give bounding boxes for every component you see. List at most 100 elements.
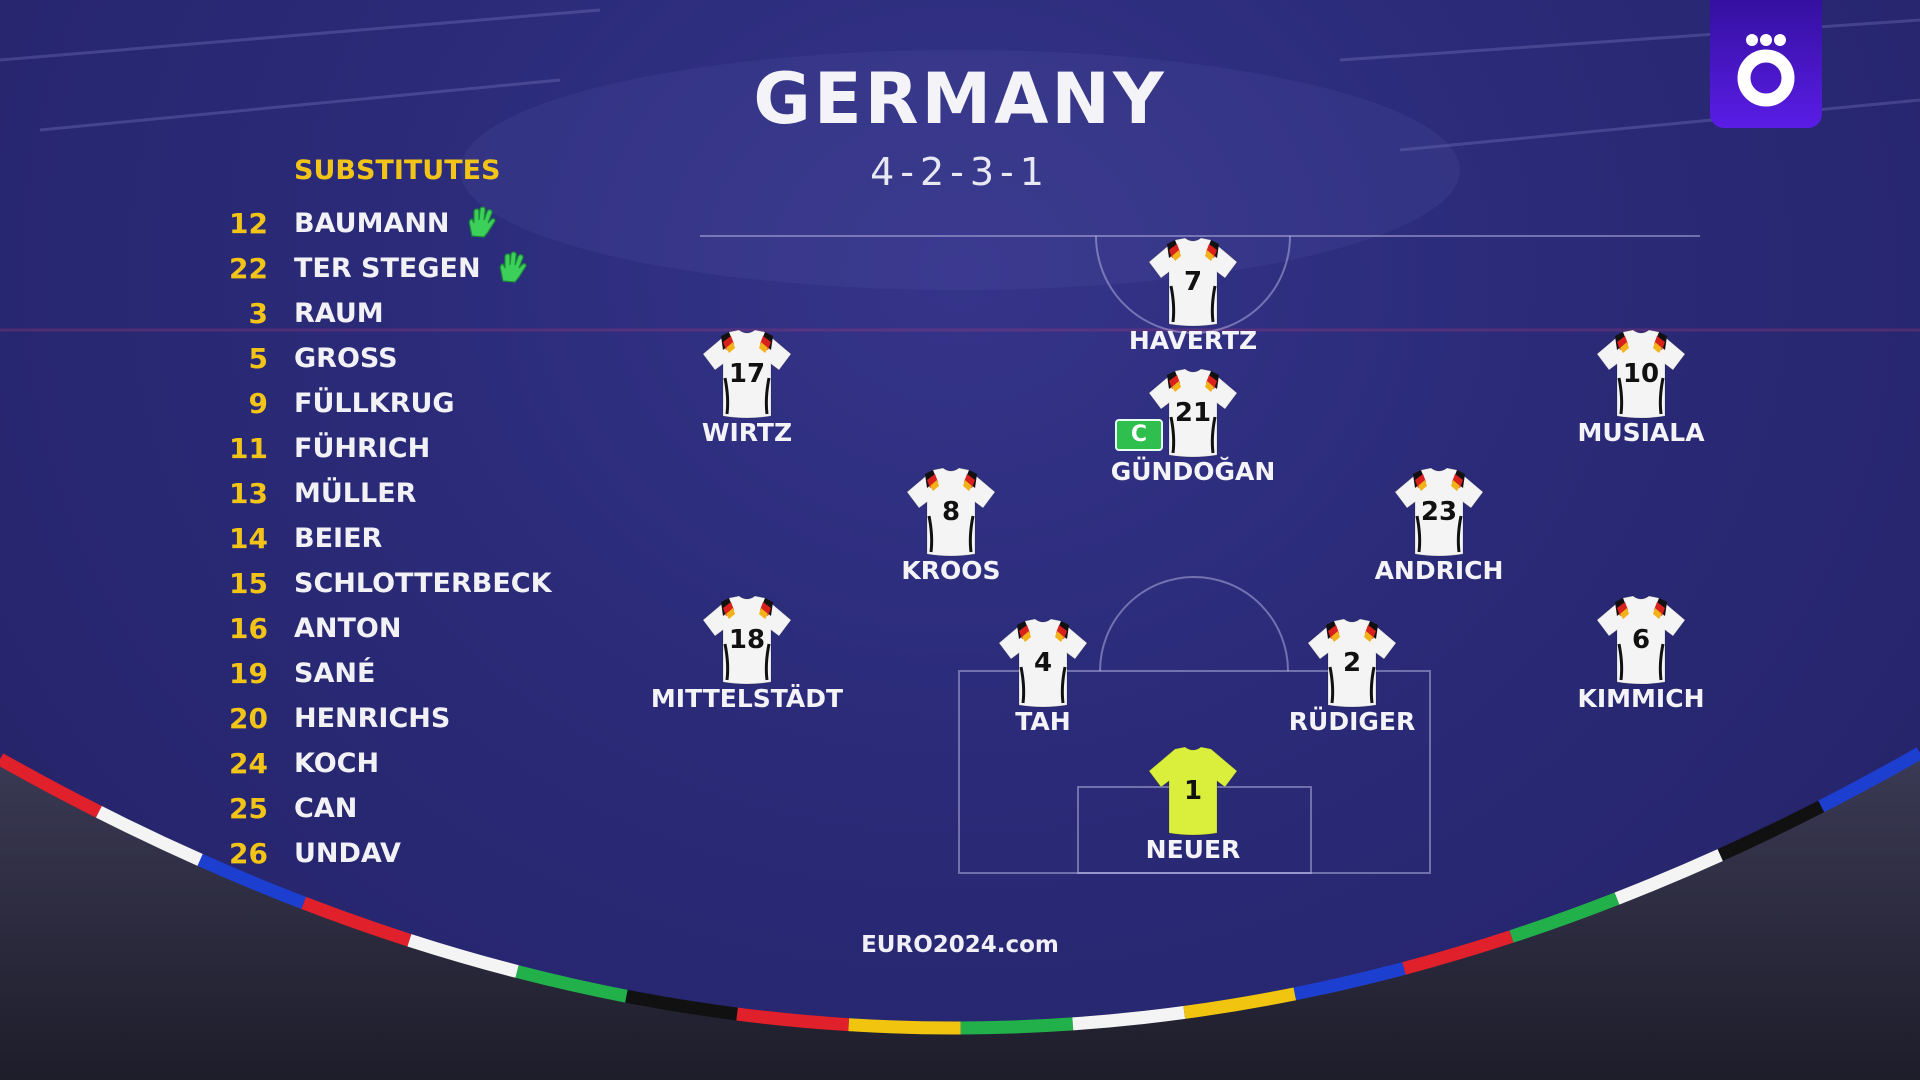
broadcaster-logo: [1710, 0, 1822, 128]
jersey-icon: 23: [1394, 467, 1484, 557]
substitute-name: KOCH: [294, 747, 380, 779]
substitute-number: 9: [248, 386, 268, 420]
substitutes-header: SUBSTITUTES: [294, 155, 501, 186]
substitute-number: 3: [248, 296, 268, 330]
jersey-icon: 10: [1596, 329, 1686, 419]
jersey-number: 8: [942, 497, 960, 527]
jersey-number: 17: [729, 359, 765, 389]
jersey-number: 4: [1034, 648, 1052, 678]
jersey-icon: 2: [1307, 618, 1397, 708]
arc-segment: [0, 747, 1920, 1035]
substitute-number: 16: [229, 611, 268, 645]
substitute-row: 24 KOCH: [200, 743, 379, 783]
jersey-icon: 8: [906, 467, 996, 557]
captain-badge: C: [1115, 419, 1163, 451]
player-striker[interactable]: 7 HAVERTZ: [1073, 236, 1313, 355]
player-name: KROOS: [901, 556, 1001, 585]
jersey-icon: 6: [1596, 595, 1686, 685]
player-name: RÜDIGER: [1288, 707, 1416, 736]
player-right-defensive-mid[interactable]: 23 ANDRICH: [1319, 466, 1559, 585]
substitute-name: GROSS: [294, 342, 398, 374]
substitute-number: 5: [248, 341, 268, 375]
substitute-row: 3 RAUM: [200, 293, 384, 333]
player-right-attacking-mid[interactable]: 10 MUSIALA: [1521, 328, 1761, 447]
o-umlaut-logo-icon: [1737, 34, 1795, 107]
player-name: GÜNDOĞAN: [1110, 457, 1276, 486]
substitute-name: FÜLLKRUG: [294, 387, 455, 419]
substitute-name: BAUMANN: [294, 207, 450, 239]
goalkeeper-glove-icon: [468, 206, 496, 238]
jersey-icon: 7: [1148, 237, 1238, 327]
substitute-number: 14: [229, 521, 268, 555]
substitute-number: 26: [229, 836, 268, 870]
substitute-name: FÜHRICH: [294, 432, 431, 464]
player-goalkeeper[interactable]: 1 NEUER: [1073, 745, 1313, 864]
substitute-name: TER STEGEN: [294, 252, 481, 284]
substitute-number: 12: [229, 206, 268, 240]
player-name: TAH: [1015, 707, 1071, 736]
arc-segment: [0, 747, 1920, 1035]
substitute-name: MÜLLER: [294, 477, 417, 509]
substitute-name: UNDAV: [294, 837, 401, 869]
player-name: NEUER: [1145, 835, 1241, 864]
substitute-row: 9 FÜLLKRUG: [200, 383, 455, 423]
formation: 4-2-3-1: [870, 150, 1050, 194]
substitute-row: 5 GROSS: [200, 338, 398, 378]
substitute-name: HENRICHS: [294, 702, 451, 734]
substitute-number: 11: [229, 431, 268, 465]
substitute-name: RAUM: [294, 297, 384, 329]
substitute-row: 25 CAN: [200, 788, 357, 828]
substitute-number: 22: [229, 251, 268, 285]
player-left-attacking-mid[interactable]: 17 WIRTZ: [627, 328, 867, 447]
footer-url: EURO2024.com: [861, 932, 1059, 958]
jersey-icon: 18: [702, 595, 792, 685]
player-left-back[interactable]: 18 MITTELSTÄDT: [627, 594, 867, 713]
player-attacking-mid[interactable]: 21 GÜNDOĞAN: [1073, 367, 1313, 486]
pitch-markings: [700, 235, 1700, 874]
jersey-number: 7: [1184, 267, 1202, 297]
substitute-row: 13 MÜLLER: [200, 473, 416, 513]
substitute-row: 15 SCHLOTTERBECK: [200, 563, 552, 603]
player-name: ANDRICH: [1374, 556, 1504, 585]
substitute-row: 14 BEIER: [200, 518, 382, 558]
jersey-icon: 4: [998, 618, 1088, 708]
team-title: GERMANY: [753, 58, 1167, 140]
jersey-number: 21: [1175, 398, 1211, 428]
player-left-centre-back[interactable]: 4 TAH: [923, 617, 1163, 736]
jersey-number: 6: [1632, 625, 1650, 655]
player-name: KIMMICH: [1577, 684, 1705, 713]
player-name: MITTELSTÄDT: [650, 684, 844, 713]
jersey-icon: 21: [1148, 368, 1238, 458]
substitute-row: 19 SANÉ: [200, 653, 375, 693]
substitute-row: 12 BAUMANN: [200, 203, 498, 243]
substitute-name: SCHLOTTERBECK: [294, 567, 552, 599]
substitute-row: 16 ANTON: [200, 608, 401, 648]
goalkeeper-glove-icon: [499, 251, 527, 283]
jersey-number: 18: [729, 625, 765, 655]
substitute-row: 20 HENRICHS: [200, 698, 450, 738]
jersey-icon: 17: [702, 329, 792, 419]
jersey-number: 1: [1184, 776, 1202, 806]
player-right-centre-back[interactable]: 2 RÜDIGER: [1232, 617, 1472, 736]
player-name: WIRTZ: [701, 418, 793, 447]
substitute-name: CAN: [294, 792, 358, 824]
substitute-number: 20: [229, 701, 268, 735]
jersey-number: 2: [1343, 648, 1361, 678]
goalkeeper-jersey-icon: 1: [1148, 746, 1238, 836]
substitute-row: 11 FÜHRICH: [200, 428, 430, 468]
player-name: MUSIALA: [1577, 418, 1705, 447]
player-right-back[interactable]: 6 KIMMICH: [1521, 594, 1761, 713]
substitute-name: ANTON: [294, 612, 402, 644]
substitute-number: 13: [229, 476, 268, 510]
substitute-number: 25: [229, 791, 268, 825]
player-left-defensive-mid[interactable]: 8 KROOS: [831, 466, 1071, 585]
substitute-number: 15: [229, 566, 268, 600]
player-name: HAVERTZ: [1128, 326, 1258, 355]
substitute-name: SANÉ: [294, 657, 376, 689]
substitute-number: 19: [229, 656, 268, 690]
jersey-number: 10: [1623, 359, 1659, 389]
substitute-row: 22 TER STEGEN: [200, 248, 529, 288]
substitute-number: 24: [229, 746, 268, 780]
